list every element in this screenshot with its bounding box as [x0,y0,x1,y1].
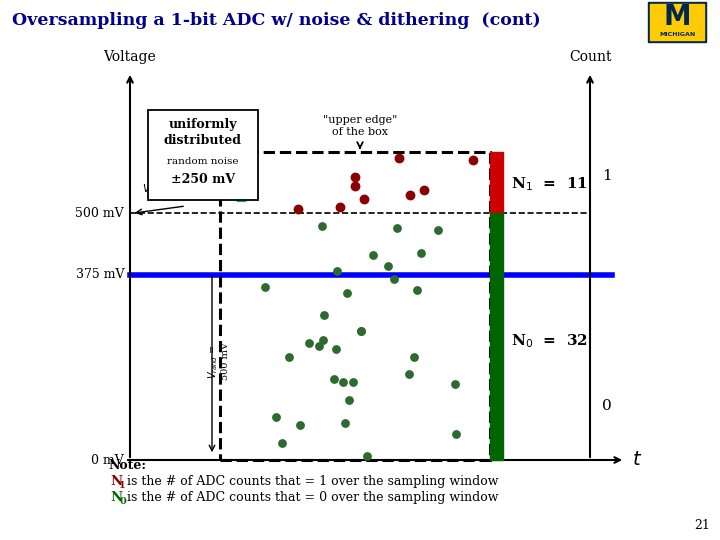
Point [418,185,430,194]
Bar [490,213,503,460]
Text: Count: Count [569,50,611,64]
Point [449,380,461,389]
Point [330,345,342,353]
Point [338,378,349,387]
Point [411,286,423,294]
Point [316,221,328,230]
Point [328,374,339,383]
Point [382,261,394,270]
Point [367,251,379,259]
Text: 21: 21 [694,519,710,532]
Bar [650,4,704,40]
Bar [648,2,706,42]
Point [343,396,355,404]
Text: Oversampling a 1-bit ADC w/ noise & dithering  (cont): Oversampling a 1-bit ADC w/ noise & dith… [12,12,541,29]
Text: Voltage: Voltage [104,50,156,64]
Point [467,156,478,165]
Point [361,451,373,460]
Text: N$_1$  =  11: N$_1$ = 11 [511,175,588,193]
Text: 0 mV: 0 mV [91,454,124,467]
Text: is the # of ADC counts that = 0 over the sampling window: is the # of ADC counts that = 0 over the… [123,491,498,504]
Bar [490,152,503,213]
Point [276,439,288,448]
Bar [220,152,490,460]
Text: "upper edge"
of the box: "upper edge" of the box [323,114,397,137]
Point [313,341,325,350]
Point [304,339,315,348]
Point [318,336,329,345]
Point [415,249,427,258]
Point [393,153,405,162]
Point [347,378,359,387]
Text: random noise: random noise [167,157,239,166]
Point [341,289,353,298]
Text: $V_{thresh}$ = 500 mV: $V_{thresh}$ = 500 mV [142,183,230,196]
Point [403,370,415,379]
Point [259,282,271,291]
Text: N: N [110,475,122,488]
Point [294,421,306,429]
Point [359,194,370,203]
Text: N: N [110,491,122,504]
Text: $t$: $t$ [632,451,642,469]
Point [283,353,294,361]
Point [391,224,402,232]
Point [271,412,282,421]
Point [244,154,256,163]
Text: 500 mV: 500 mV [76,207,124,220]
Text: 1: 1 [602,170,612,184]
Text: uniformly
distributed: uniformly distributed [164,118,242,147]
Point [349,181,361,190]
Text: 0: 0 [602,399,612,413]
Point [404,191,415,199]
Point [245,162,256,171]
Text: 0: 0 [119,497,126,506]
Text: ±250 mV: ±250 mV [171,173,235,186]
Text: N$_0$  =  32: N$_0$ = 32 [511,333,588,350]
Text: MICHIGAN: MICHIGAN [659,32,695,37]
Text: M: M [663,3,690,31]
Text: is the # of ADC counts that = 1 over the sampling window: is the # of ADC counts that = 1 over the… [123,475,498,488]
Point [355,327,366,336]
Point [339,419,351,428]
Text: Note:: Note: [108,459,146,472]
Point [318,310,329,319]
Text: 1: 1 [119,481,125,490]
Point [388,275,400,284]
Point [433,226,444,235]
Point [355,327,366,335]
Text: 375 mV: 375 mV [76,268,124,281]
Point [334,203,346,212]
Point [450,430,462,438]
Text: $V_{rand}$ =
500 mV: $V_{rand}$ = 500 mV [206,342,230,380]
Point [349,173,361,181]
Point [292,205,304,214]
Bar [148,110,258,200]
Point [331,267,343,275]
Point [408,353,420,361]
